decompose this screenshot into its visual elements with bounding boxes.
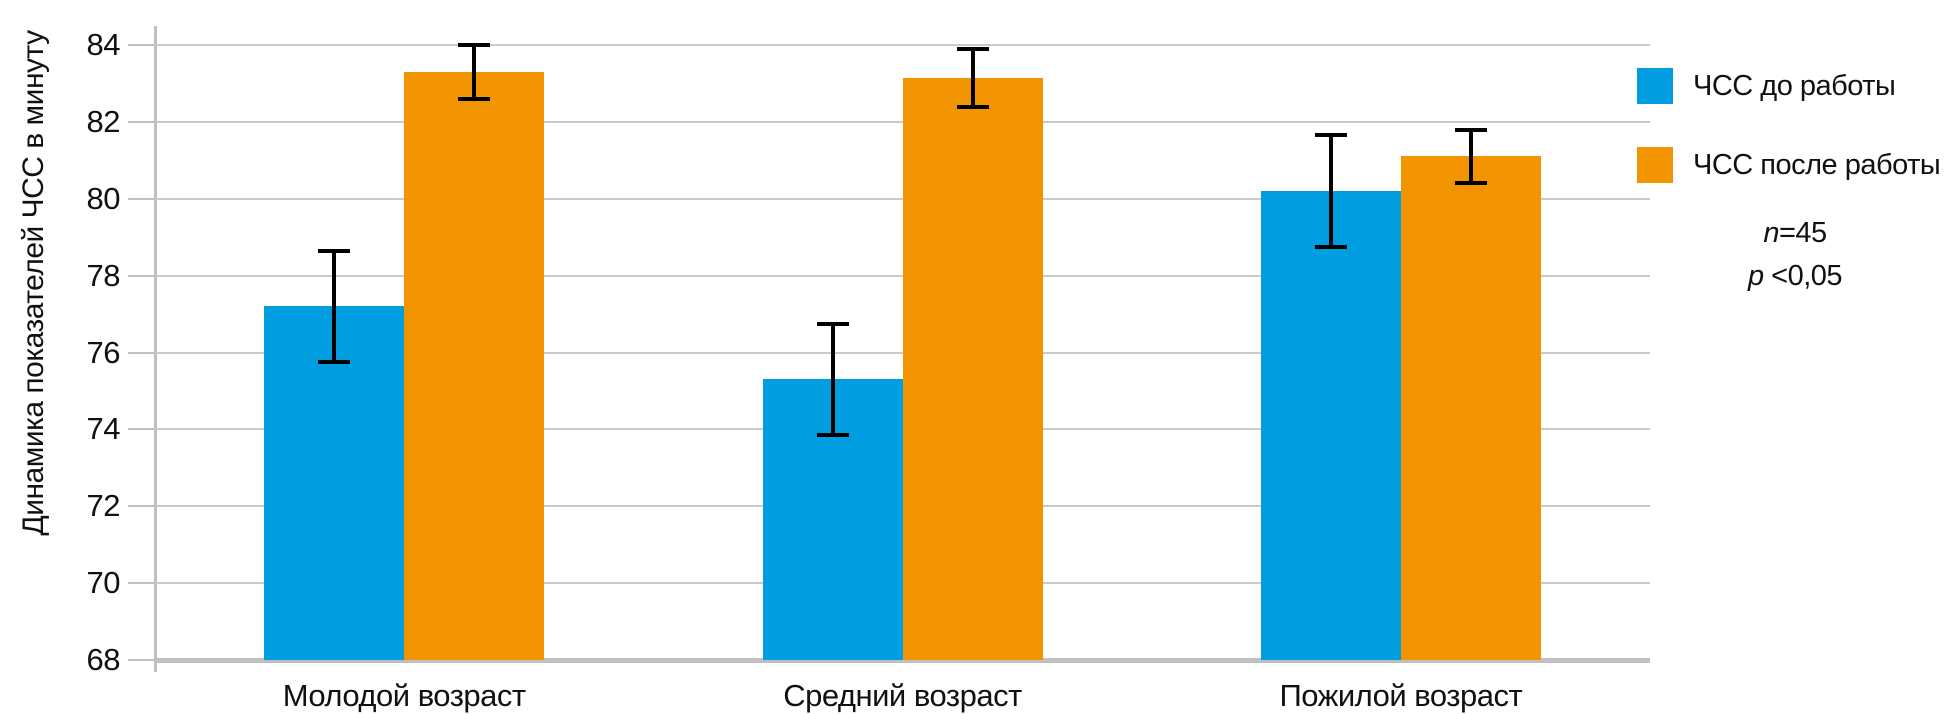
y-tick-label-72: 72 bbox=[86, 488, 121, 524]
error-cap-bottom-before-1 bbox=[816, 433, 849, 438]
error-cap-top-after-1 bbox=[956, 46, 989, 51]
error-bar-after-2 bbox=[1468, 129, 1473, 184]
annotation-n: n=45 bbox=[1763, 217, 1827, 249]
y-tick-mark-82 bbox=[128, 120, 155, 123]
error-cap-top-before-2 bbox=[1314, 133, 1347, 138]
bar-after-1 bbox=[902, 77, 1043, 661]
error-cap-bottom-before-2 bbox=[1314, 244, 1347, 249]
legend-item-before: ЧСС до работы bbox=[1637, 68, 1940, 104]
y-tick-label-68: 68 bbox=[86, 642, 121, 678]
y-tick-label-84: 84 bbox=[86, 27, 121, 62]
y-tick-mark-74 bbox=[128, 428, 155, 431]
error-bar-after-1 bbox=[970, 48, 975, 107]
y-tick-label-78: 78 bbox=[86, 257, 121, 293]
bar-before-0 bbox=[264, 306, 405, 661]
legend-label-before: ЧСС до работы bbox=[1693, 69, 1896, 102]
legend: ЧСС до работы ЧСС после работы bbox=[1637, 68, 1941, 226]
error-cap-top-after-2 bbox=[1454, 127, 1487, 132]
error-cap-top-after-0 bbox=[458, 43, 491, 47]
error-cap-bottom-after-0 bbox=[458, 96, 491, 101]
gridline-y-68 bbox=[155, 658, 1650, 664]
y-tick-mark-80 bbox=[128, 197, 155, 200]
error-bar-before-0 bbox=[332, 250, 337, 363]
y-tick-mark-68 bbox=[128, 659, 155, 662]
gridline-y-84 bbox=[155, 44, 1650, 46]
y-axis-line bbox=[154, 26, 157, 672]
y-tick-mark-72 bbox=[128, 505, 155, 508]
y-tick-mark-78 bbox=[128, 274, 155, 277]
error-bar-before-2 bbox=[1328, 135, 1333, 247]
annotation-p: p <0,05 bbox=[1747, 260, 1843, 292]
y-tick-label-80: 80 bbox=[86, 180, 121, 216]
x-category-label-1: Средний возраст bbox=[783, 678, 1022, 713]
error-cap-top-before-0 bbox=[318, 248, 351, 253]
y-tick-mark-70 bbox=[128, 582, 155, 585]
y-tick-label-74: 74 bbox=[86, 411, 121, 447]
y-axis-title: Динамика показателей ЧСС в минуту bbox=[17, 30, 50, 536]
y-tick-mark-84 bbox=[128, 44, 155, 46]
bar-after-0 bbox=[404, 71, 545, 661]
y-tick-label-82: 82 bbox=[86, 103, 121, 139]
error-cap-bottom-after-2 bbox=[1454, 181, 1487, 186]
y-tick-mark-76 bbox=[128, 351, 155, 354]
error-bar-after-0 bbox=[472, 45, 477, 99]
error-cap-top-before-1 bbox=[816, 321, 849, 326]
y-tick-label-76: 76 bbox=[86, 334, 121, 370]
legend-swatch-orange bbox=[1637, 147, 1673, 183]
y-tick-label-70: 70 bbox=[86, 565, 121, 601]
x-category-label-2: Пожилой возраст bbox=[1279, 678, 1523, 713]
legend-item-after: ЧСС после работы bbox=[1637, 147, 1941, 183]
bar-before-2 bbox=[1260, 191, 1401, 661]
plot-area bbox=[155, 26, 1650, 664]
error-cap-bottom-after-1 bbox=[956, 104, 989, 109]
error-cap-bottom-before-0 bbox=[318, 360, 351, 365]
legend-swatch-blue bbox=[1637, 68, 1673, 104]
x-category-label-0: Молодой возраст bbox=[282, 678, 526, 713]
legend-label-after: ЧСС после работы bbox=[1693, 148, 1941, 181]
bar-after-2 bbox=[1400, 156, 1541, 661]
stat-annotations: n=45 p <0,05 bbox=[1695, 212, 1895, 298]
error-bar-before-1 bbox=[830, 323, 835, 436]
